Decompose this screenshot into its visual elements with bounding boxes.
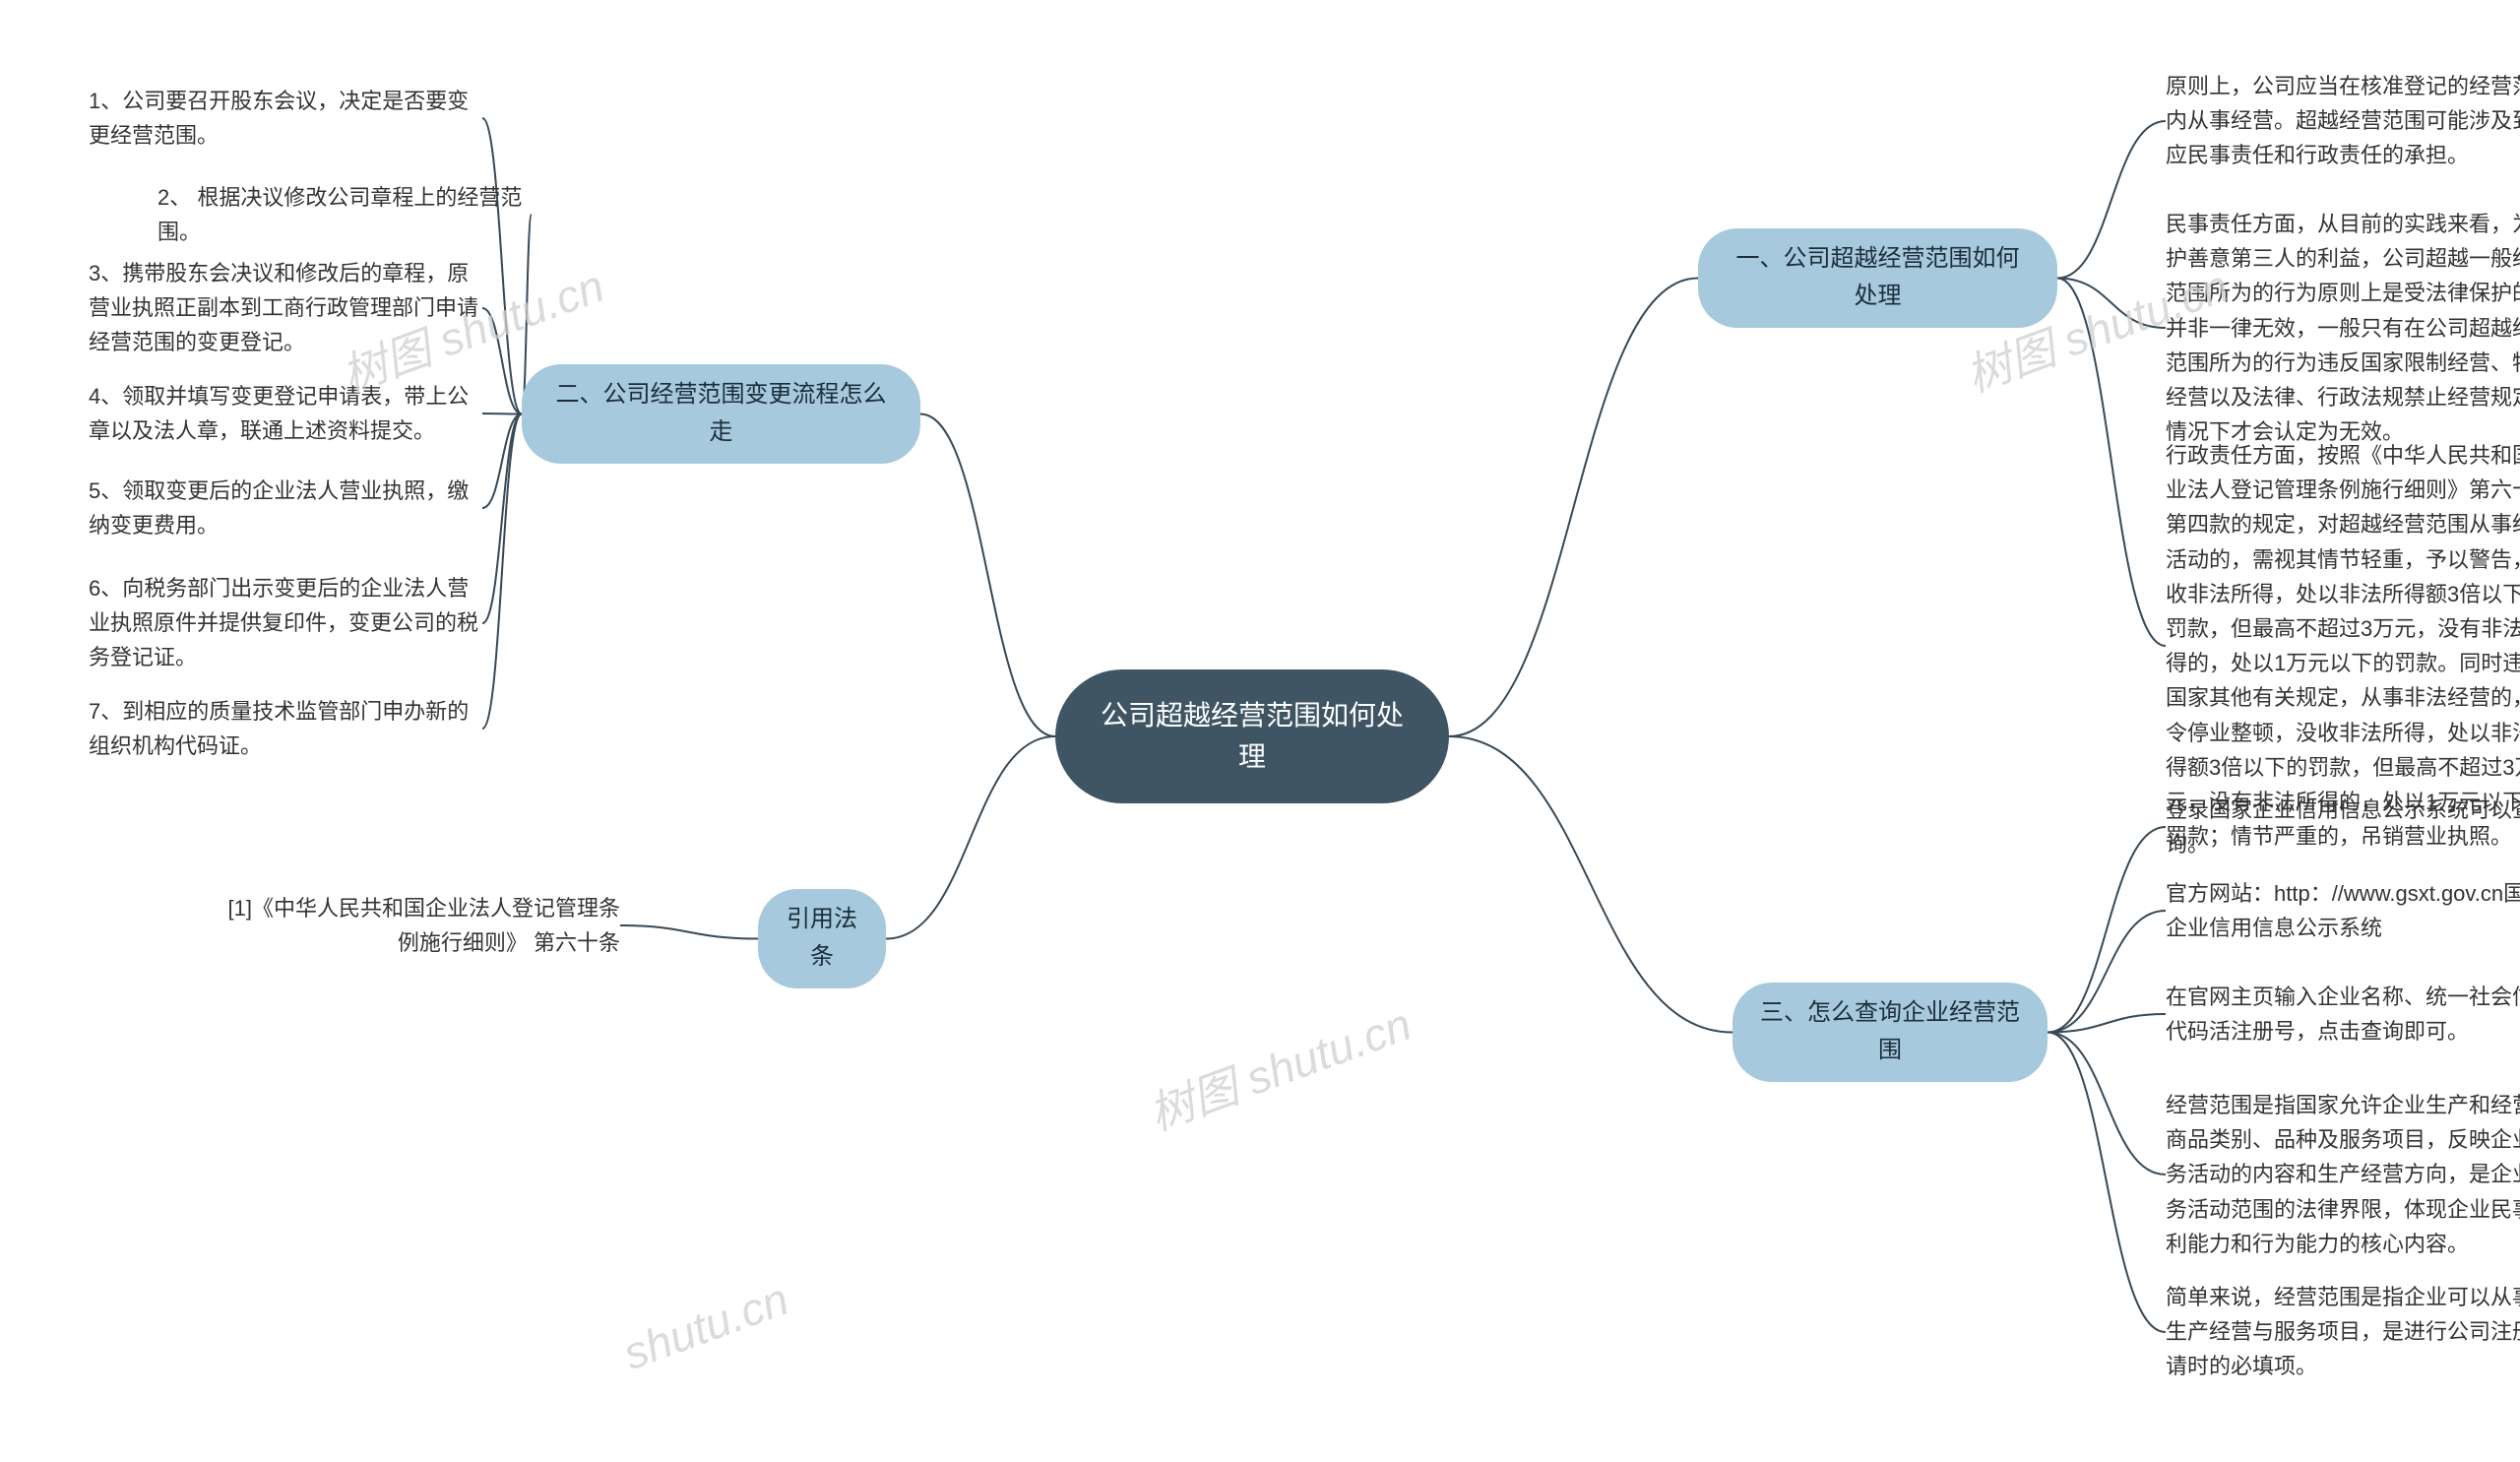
leaf-b1-1: 原则上，公司应当在核准登记的经营范围内从事经营。超越经营范围可能涉及到相应民事责… xyxy=(2166,69,2520,173)
branch-3: 三、怎么查询企业经营范围 xyxy=(1732,983,2048,1082)
center-line1: 公司超越经营范围如何处 xyxy=(1099,695,1406,736)
branch-4: 引用法条 xyxy=(758,889,886,988)
watermark: shutu.cn xyxy=(616,1272,795,1380)
leaf-b2-3: 3、携带股东会决议和修改后的章程，原营业执照正副本到工商行政管理部门申请经营范围… xyxy=(89,256,482,360)
branch-2: 二、公司经营范围变更流程怎么走 xyxy=(522,364,920,464)
center-line2: 理 xyxy=(1099,736,1406,778)
watermark: 树图 shutu.cn xyxy=(1139,988,1418,1143)
center-node: 公司超越经营范围如何处 理 xyxy=(1055,669,1449,803)
leaf-b4-1: [1]《中华人民共和国企业法人登记管理条例施行细则》 第六十条 xyxy=(226,891,620,960)
leaf-b3-4: 经营范围是指国家允许企业生产和经营的商品类别、品种及服务项目，反映企业业务活动的… xyxy=(2166,1088,2520,1261)
leaf-b3-5: 简单来说，经营范围是指企业可以从事的生产经营与服务项目，是进行公司注册申请时的必… xyxy=(2166,1280,2520,1384)
leaf-b2-6: 6、向税务部门出示变更后的企业法人营业执照原件并提供复印件，变更公司的税务登记证… xyxy=(89,571,482,675)
leaf-b1-3: 行政责任方面，按照《中华人民共和国企业法人登记管理条例施行细则》第六十条第四款的… xyxy=(2166,438,2520,854)
leaf-b2-1: 1、公司要召开股东会议，决定是否要变更经营范围。 xyxy=(89,84,482,153)
branch-1: 一、公司超越经营范围如何处理 xyxy=(1698,228,2057,328)
leaf-b3-2: 官方网站：http：//www.gsxt.gov.cn国家企业信用信息公示系统 xyxy=(2166,876,2520,945)
leaf-b2-4: 4、领取并填写变更登记申请表，带上公章以及法人章，联通上述资料提交。 xyxy=(89,379,482,448)
mindmap-canvas: 公司超越经营范围如何处 理 一、公司超越经营范围如何处理 二、公司经营范围变更流… xyxy=(0,0,2520,1462)
leaf-b3-3: 在官网主页输入企业名称、统一社会信用代码活注册号，点击查询即可。 xyxy=(2166,980,2520,1049)
leaf-b1-2: 民事责任方面，从目前的实践来看，为保护善意第三人的利益，公司超越一般经营范围所为… xyxy=(2166,207,2520,449)
leaf-b2-2: 2、 根据决议修改公司章程上的经营范围。 xyxy=(158,180,532,249)
leaf-b2-7: 7、到相应的质量技术监管部门申办新的组织机构代码证。 xyxy=(89,694,482,763)
leaf-b3-1: 登录国家企业信用信息公示系统可以查询。 xyxy=(2166,793,2520,861)
leaf-b2-5: 5、领取变更后的企业法人营业执照，缴纳变更费用。 xyxy=(89,474,482,542)
